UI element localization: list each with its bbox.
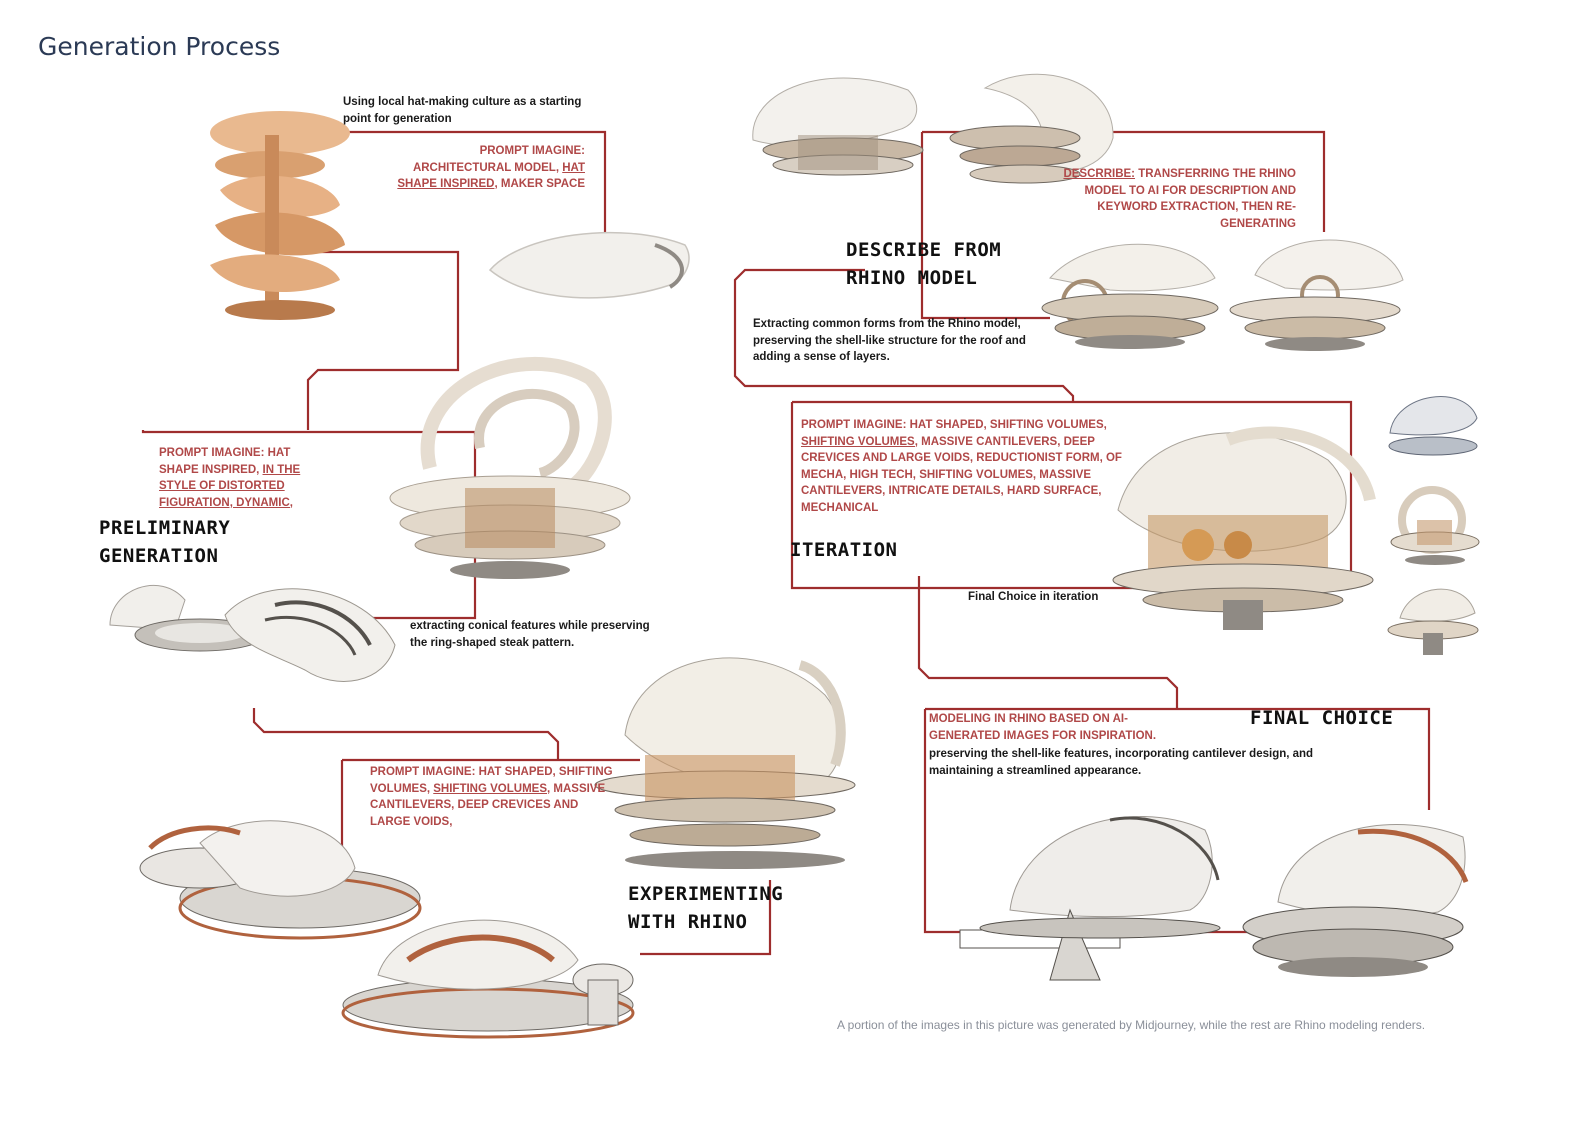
- stage-describe-from-rhino: DESCRIBE FROM RHINO MODEL: [846, 239, 1002, 289]
- note-conical-features: extracting conical features while preser…: [410, 620, 650, 649]
- connector-box-exp-right: [640, 880, 772, 956]
- describe-render-4: [1229, 239, 1404, 351]
- prompt-hat-shape-b: IN THE STYLE OF DISTORTED FIGURATION, DY…: [159, 463, 301, 509]
- describe-render-1: [752, 77, 924, 176]
- prompt-iteration-a: PROMPT IMAGINE: HAT SHAPED, SHIFTING VOL…: [801, 419, 1107, 431]
- connector-iteration-final: [917, 576, 1179, 709]
- footer-credit: A portion of the images in this picture …: [837, 1018, 1426, 1032]
- prompt-architectural-model-a: PROMPT IMAGINE:: [479, 145, 585, 157]
- hat-wood-model-render: [210, 111, 350, 320]
- prompt-hat-shape-a: PROMPT IMAGINE: HAT SHAPE INSPIRED,: [159, 447, 291, 476]
- final-render-1: [959, 816, 1221, 981]
- iteration-thumb-1: [1388, 396, 1478, 456]
- describe-render-2: [949, 73, 1114, 184]
- prompt-hat-shape: PROMPT IMAGINE: HAT SHAPE INSPIRED, IN T…: [159, 445, 309, 511]
- note-start: Using local hat-making culture as a star…: [343, 96, 582, 125]
- prompt-experimenting-b: SHIFTING VOLUMES,: [433, 782, 551, 795]
- prompt-architectural-model-e: , MAKER SPACE: [494, 178, 585, 190]
- note-final-choice-iteration: Final Choice in iteration: [968, 591, 1099, 603]
- page-title: Generation Process: [38, 32, 281, 61]
- connector-describe-loop: [733, 268, 1075, 402]
- prompt-final-modeling: MODELING IN RHINO BASED ON AI-GENERATED …: [929, 713, 1157, 742]
- connector-box-final: [925, 707, 1431, 810]
- connector-prelim-start: [305, 250, 460, 430]
- prompt-iteration-c: MASSIVE CANTILEVERS, DEEP CREVICES AND L…: [801, 435, 1122, 514]
- describe-render-3: [1041, 243, 1219, 349]
- prompt-iteration-b: SHIFTING VOLUMES,: [801, 435, 918, 448]
- stage-final-choice: FINAL CHOICE: [1250, 707, 1394, 729]
- prompt-architectural-model-c: HAT: [562, 161, 585, 174]
- note-extracting-forms: Extracting common forms from the Rhino m…: [753, 318, 1026, 363]
- prompt-architectural-model-b: ARCHITECTURAL MODEL,: [412, 161, 563, 174]
- prompt-architectural-model: PROMPT IMAGINE: ARCHITECTURAL MODEL, HAT…: [380, 143, 585, 193]
- prompt-experimenting-c: MASSIVE CANTILEVERS, DEEP CREVICES AND L…: [370, 782, 606, 828]
- iteration-thumb-3: [1387, 588, 1479, 655]
- prompt-experimenting: PROMPT IMAGINE: HAT SHAPED, SHIFTING VOL…: [370, 764, 620, 830]
- prompt-experimenting-a: PROMPT IMAGINE: HAT SHAPED, SHIFTING VOL…: [370, 766, 613, 795]
- experimenting-rhino-render-2: [341, 919, 635, 1039]
- conical-rhino-render: [109, 584, 396, 682]
- note-preserving-shell: preserving the shell-like features, inco…: [929, 748, 1314, 777]
- white-shell-render: [488, 231, 690, 299]
- connector-describe-left: [920, 132, 1050, 320]
- prompt-describe-a: DESCRRIBE:: [1063, 168, 1135, 180]
- experimenting-ai-render: [594, 657, 856, 869]
- prompt-iteration: PROMPT IMAGINE: HAT SHAPED, SHIFTING VOL…: [801, 417, 1126, 516]
- iteration-main-render: [1112, 426, 1376, 630]
- stage-iteration: ITERATION: [790, 539, 898, 561]
- connector-box-prompt1: [305, 130, 607, 232]
- iteration-thumb-2: [1390, 486, 1480, 565]
- ai-spiral-render: [389, 356, 631, 579]
- experimenting-rhino-render-1: [139, 820, 422, 940]
- stage-preliminary-generation: PRELIMINARY GENERATION: [99, 517, 231, 567]
- stage-experimenting-with-rhino: EXPERIMENTING WITH RHINO: [628, 883, 784, 933]
- prompt-describe-b: TRANSFERRING THE RHINO MODEL TO AI FOR D…: [1084, 168, 1296, 230]
- connector-prelim-to-exp: [252, 708, 560, 760]
- final-render-2: [1242, 824, 1469, 977]
- prompt-describe: DESCRRIBE: TRANSFERRING THE RHINO MODEL …: [1060, 166, 1296, 232]
- prompt-architectural-model-d: SHAPE INSPIRED: [397, 178, 495, 190]
